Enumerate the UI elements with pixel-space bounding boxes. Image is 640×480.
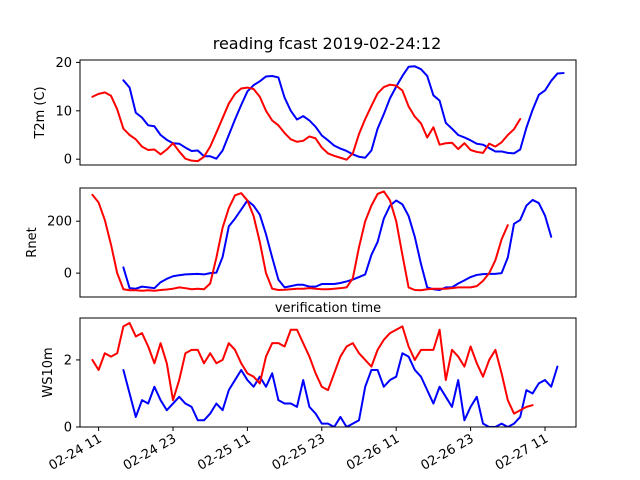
x-tick-label: 02-26 11 [344, 431, 402, 473]
y-tick-label: 20 [55, 56, 72, 71]
axes-frame [79, 59, 577, 166]
series-line-red [91, 83, 522, 163]
figure-title: reading fcast 2019-02-24:12 [213, 34, 442, 53]
x-tick-label: 02-27 11 [493, 431, 551, 473]
panel-3: 0 2 WS10m verification time 02-24 11 02-24 23… [41, 301, 577, 474]
x-tick-label: 02-25 23 [270, 431, 328, 473]
x-tick-label: 02-25 11 [195, 431, 253, 473]
series-line-blue [122, 352, 559, 427]
y-axis-label: T2m (C) [33, 86, 48, 139]
y-axis-label: WS10m [41, 347, 56, 397]
series-line-blue [122, 65, 565, 160]
y-tick-label: 10 [55, 104, 72, 119]
panel-2: 0 200 Rnet [25, 187, 577, 298]
axes-frame [79, 187, 577, 298]
y-tick-label: 0 [64, 267, 72, 282]
series-line-red [91, 322, 534, 415]
x-tick-label: 02-26 23 [418, 431, 476, 473]
panels: 0 10 20 T2m (C) 0 200 Rnet 0 2 WS10m verification … [25, 56, 577, 474]
x-tick-label: 02-24 11 [46, 431, 104, 473]
series-line-blue [122, 198, 553, 291]
y-tick-label: 2 [64, 353, 72, 368]
y-tick-label: 200 [47, 215, 72, 230]
y-axis-label: Rnet [25, 227, 40, 257]
series-line-red [91, 190, 509, 292]
x-tick-label: 02-24 23 [121, 431, 179, 473]
y-tick-label: 0 [64, 421, 72, 436]
panel-1: 0 10 20 T2m (C) [33, 56, 577, 168]
panel-title: verification time [275, 301, 381, 316]
y-tick-label: 0 [64, 153, 72, 168]
axes-frame [79, 317, 577, 428]
